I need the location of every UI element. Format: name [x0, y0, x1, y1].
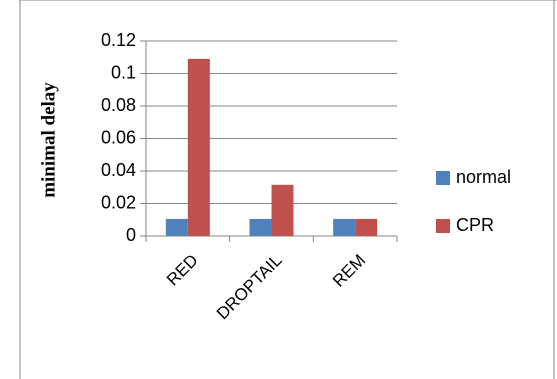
- y-tick-label: 0.08: [101, 95, 136, 115]
- gridlines: [146, 40, 397, 204]
- bar-normal-rem: [333, 218, 356, 236]
- axes: [140, 40, 398, 242]
- y-tick-label: 0: [126, 225, 136, 245]
- bars: [165, 58, 378, 236]
- bar-normal-red: [165, 218, 188, 236]
- bar-cpr-rem: [355, 218, 378, 236]
- x-category-labels: RED DROPTAIL REM: [163, 251, 369, 324]
- bar-cpr-droptail: [271, 184, 294, 236]
- y-tick-label: 0.06: [101, 127, 136, 147]
- x-category-label: DROPTAIL: [213, 251, 286, 324]
- y-tick-label: 0.02: [101, 192, 136, 212]
- legend: normal CPR: [436, 167, 511, 235]
- y-tick-label: 0.04: [101, 160, 136, 180]
- y-tick-label: 0.12: [101, 30, 136, 50]
- x-category-label: RED: [163, 251, 202, 290]
- legend-label-normal: normal: [456, 167, 511, 187]
- legend-swatch-normal: [436, 171, 450, 185]
- legend-label-cpr: CPR: [456, 215, 494, 235]
- legend-swatch-cpr: [436, 219, 450, 233]
- bar-cpr-red: [187, 58, 210, 236]
- x-category-label: REM: [329, 251, 369, 291]
- y-tick-label: 0.1: [111, 62, 136, 82]
- bar-normal-droptail: [249, 218, 272, 236]
- y-axis-title: minimal delay: [38, 82, 59, 198]
- y-tick-labels: 0 0.02 0.04 0.06 0.08 0.1 0.12: [101, 30, 136, 245]
